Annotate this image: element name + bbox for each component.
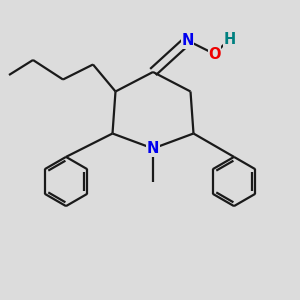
Text: N: N	[181, 33, 194, 48]
Text: O: O	[208, 46, 221, 62]
Text: H: H	[224, 32, 236, 46]
Text: N: N	[147, 141, 159, 156]
